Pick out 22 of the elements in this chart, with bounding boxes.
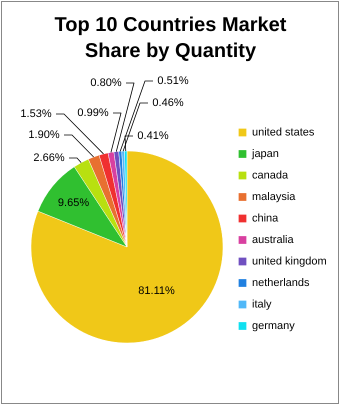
pie-slice	[30, 150, 224, 344]
legend-label: japan	[251, 148, 279, 160]
data-label: 1.53%	[20, 108, 52, 120]
legend-label: china	[252, 212, 280, 224]
legend-label: australia	[252, 234, 294, 246]
legend-label: united kingdom	[252, 256, 327, 268]
data-label: 81.11%	[138, 284, 176, 297]
data-label: 0.41%	[137, 130, 169, 142]
data-label: 0.51%	[157, 75, 189, 87]
legend-label: italy	[252, 298, 272, 310]
data-label: 0.99%	[77, 107, 109, 119]
legend-label: malaysia	[252, 191, 296, 203]
legend-label: germany	[252, 320, 296, 332]
legend-label: canada	[252, 170, 289, 182]
data-label: 0.80%	[90, 77, 122, 89]
legend-label: united states	[252, 126, 315, 138]
chart-title: Top 10 Countries Market Share by Quantity	[54, 14, 287, 62]
data-label: 9.65%	[58, 197, 90, 210]
data-label: 2.66%	[33, 152, 65, 164]
data-label: 1.90%	[28, 129, 60, 141]
data-label: 0.46%	[152, 97, 184, 109]
legend-label: netherlands	[252, 277, 310, 289]
